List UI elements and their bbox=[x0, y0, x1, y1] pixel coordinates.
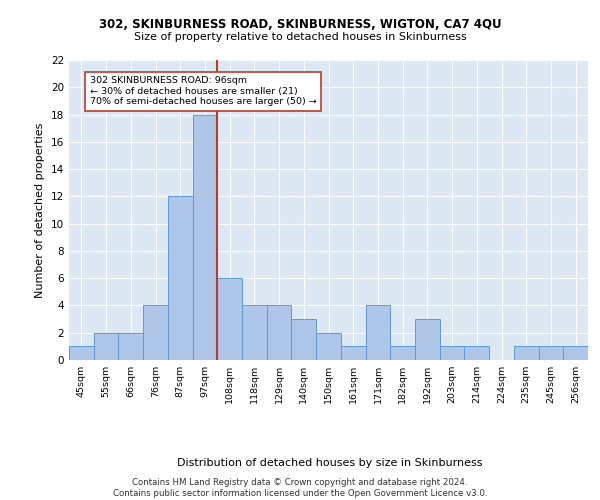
Bar bbox=[316, 332, 341, 360]
Bar bbox=[539, 346, 563, 360]
Bar bbox=[514, 346, 539, 360]
Y-axis label: Number of detached properties: Number of detached properties bbox=[35, 122, 46, 298]
Text: 302 SKINBURNESS ROAD: 96sqm
← 30% of detached houses are smaller (21)
70% of sem: 302 SKINBURNESS ROAD: 96sqm ← 30% of det… bbox=[90, 76, 317, 106]
Bar bbox=[118, 332, 143, 360]
Bar bbox=[415, 319, 440, 360]
Bar bbox=[365, 306, 390, 360]
Bar bbox=[242, 306, 267, 360]
Bar bbox=[143, 306, 168, 360]
Bar bbox=[390, 346, 415, 360]
Text: 302, SKINBURNESS ROAD, SKINBURNESS, WIGTON, CA7 4QU: 302, SKINBURNESS ROAD, SKINBURNESS, WIGT… bbox=[98, 18, 502, 30]
Bar bbox=[341, 346, 365, 360]
Bar bbox=[464, 346, 489, 360]
Bar bbox=[267, 306, 292, 360]
Bar bbox=[563, 346, 588, 360]
Bar bbox=[94, 332, 118, 360]
Bar bbox=[217, 278, 242, 360]
Text: Contains HM Land Registry data © Crown copyright and database right 2024.
Contai: Contains HM Land Registry data © Crown c… bbox=[113, 478, 487, 498]
Bar bbox=[292, 319, 316, 360]
Text: Distribution of detached houses by size in Skinburness: Distribution of detached houses by size … bbox=[177, 458, 483, 468]
Bar bbox=[193, 114, 217, 360]
Bar bbox=[168, 196, 193, 360]
Bar bbox=[440, 346, 464, 360]
Bar bbox=[69, 346, 94, 360]
Text: Size of property relative to detached houses in Skinburness: Size of property relative to detached ho… bbox=[134, 32, 466, 42]
